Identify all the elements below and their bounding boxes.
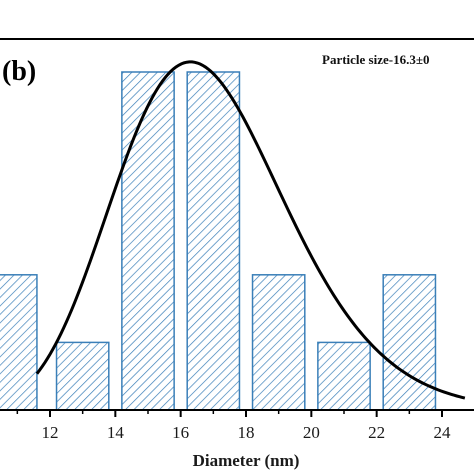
histogram-bar-3 — [186, 71, 241, 411]
panel-label: (b) — [2, 56, 36, 87]
x-tick-label-22: 22 — [368, 423, 385, 442]
x-tick-label-18: 18 — [238, 423, 255, 442]
histogram-bar-4 — [251, 274, 306, 411]
x-tick-label-16: 16 — [172, 423, 189, 442]
histogram-bars — [0, 71, 437, 411]
x-tick-label-24: 24 — [434, 423, 452, 442]
histogram-bar-0 — [0, 274, 38, 411]
fit-curve — [35, 60, 466, 400]
x-tick-label-20: 20 — [303, 423, 320, 442]
histogram-bar-6 — [382, 274, 437, 411]
x-tick-label-12: 12 — [42, 423, 59, 442]
x-axis-title: Diameter (nm) — [193, 451, 300, 470]
fit-curve-group — [35, 60, 466, 400]
histogram-bar-2 — [121, 71, 175, 411]
x-axis-ticks: 12 14 16 18 20 22 24 — [16, 410, 452, 442]
particle-size-annotation: Particle size-16.3±0 — [322, 52, 429, 67]
histogram-bar-5 — [317, 341, 371, 411]
x-tick-label-14: 14 — [107, 423, 125, 442]
histogram-bar-1 — [55, 341, 110, 411]
